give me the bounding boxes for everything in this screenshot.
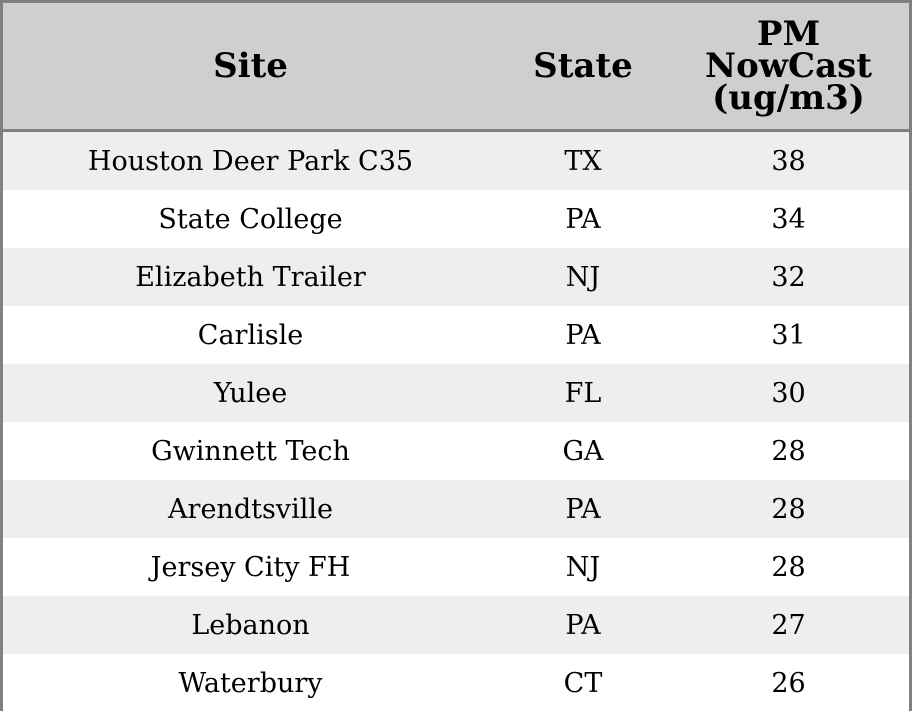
cell-state: GA — [562, 435, 604, 467]
cell-site: Carlisle — [197, 319, 304, 351]
cell-site: Jersey City FH — [150, 551, 351, 583]
cell-site: Waterbury — [178, 667, 323, 699]
cell-pm-value: 28 — [771, 551, 806, 583]
table-row: Yulee FL 30 — [3, 364, 909, 422]
cell-pm-value: 31 — [771, 319, 806, 351]
cell-site: Gwinnett Tech — [151, 435, 350, 467]
table-row: Jersey City FH NJ 28 — [3, 538, 909, 596]
cell-pm-value: 38 — [771, 145, 806, 177]
table-body: Houston Deer Park C35 TX 38 State College PA… — [3, 132, 909, 712]
table-row: Lebanon PA 27 — [3, 596, 909, 654]
table-row: State College PA 34 — [3, 190, 909, 248]
cell-pm-value: 34 — [771, 203, 806, 235]
header-pm-line-3: (ug/m3) — [712, 78, 865, 118]
cell-site: Elizabeth Trailer — [135, 261, 366, 293]
cell-site: Lebanon — [191, 609, 310, 641]
cell-state: PA — [565, 609, 601, 641]
header-pm-line-1: PM — [756, 14, 821, 54]
cell-state: PA — [565, 203, 601, 235]
cell-site: State College — [158, 203, 343, 235]
cell-state: NJ — [565, 261, 601, 293]
cell-site: Yulee — [213, 377, 288, 409]
table-row: Gwinnett Tech GA 28 — [3, 422, 909, 480]
cell-site: Houston Deer Park C35 — [87, 145, 414, 177]
cell-state: NJ — [565, 551, 601, 583]
cell-state: FL — [564, 377, 602, 409]
cell-pm-value: 30 — [771, 377, 806, 409]
table-header-row: Site State PM NowCast (ug/m3) — [3, 3, 909, 132]
header-site: Site — [213, 46, 288, 86]
cell-pm-value: 28 — [771, 435, 806, 467]
cell-site: Arendtsville — [168, 493, 333, 525]
cell-state: PA — [565, 319, 601, 351]
cell-pm-value: 28 — [771, 493, 806, 525]
table-row: Houston Deer Park C35 TX 38 — [3, 132, 909, 190]
table-row: Carlisle PA 31 — [3, 306, 909, 364]
cell-pm-value: 26 — [771, 667, 806, 699]
cell-state: TX — [564, 145, 602, 177]
cell-state: CT — [563, 667, 603, 699]
header-pm-nowcast: PM NowCast (ug/m3) — [668, 3, 909, 129]
cell-pm-value: 32 — [771, 261, 806, 293]
table-row: Arendtsville PA 28 — [3, 480, 909, 538]
table-row: Waterbury CT 26 — [3, 654, 909, 712]
header-state: State — [533, 46, 633, 86]
cell-pm-value: 27 — [771, 609, 806, 641]
table-row: Elizabeth Trailer NJ 32 — [3, 248, 909, 306]
cell-state: PA — [565, 493, 601, 525]
header-pm-line-2: NowCast — [705, 46, 872, 86]
